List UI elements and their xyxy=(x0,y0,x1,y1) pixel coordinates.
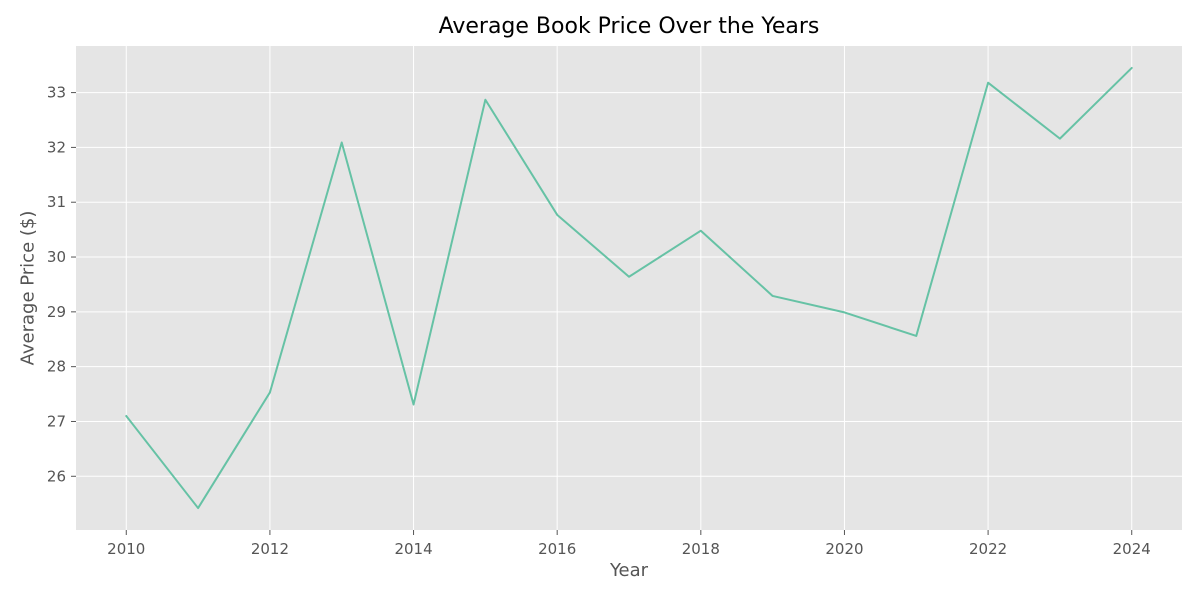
y-tick-label: 33 xyxy=(47,84,66,102)
x-tick-label: 2012 xyxy=(251,540,289,558)
y-tick-label: 27 xyxy=(47,412,66,430)
y-tick-label: 28 xyxy=(47,358,66,376)
y-tick-label: 31 xyxy=(47,193,66,211)
x-tick-label: 2018 xyxy=(682,540,720,558)
y-axis-label: Average Price ($) xyxy=(17,210,39,366)
x-tick-label: 2024 xyxy=(1113,540,1151,558)
plot-background xyxy=(76,46,1182,530)
x-tick-label: 2020 xyxy=(825,540,863,558)
x-tick-label: 2016 xyxy=(538,540,576,558)
chart-title: Average Book Price Over the Years xyxy=(438,14,820,39)
y-tick-label: 29 xyxy=(47,303,66,321)
x-tick-label: 2022 xyxy=(969,540,1007,558)
y-tick-label: 30 xyxy=(47,248,66,266)
x-tick-label: 2014 xyxy=(394,540,432,558)
x-tick-label: 2010 xyxy=(107,540,145,558)
y-tick-label: 32 xyxy=(47,138,66,156)
y-tick-label: 26 xyxy=(47,467,66,485)
x-axis-label: Year xyxy=(609,560,649,581)
series-line xyxy=(125,66,1133,510)
